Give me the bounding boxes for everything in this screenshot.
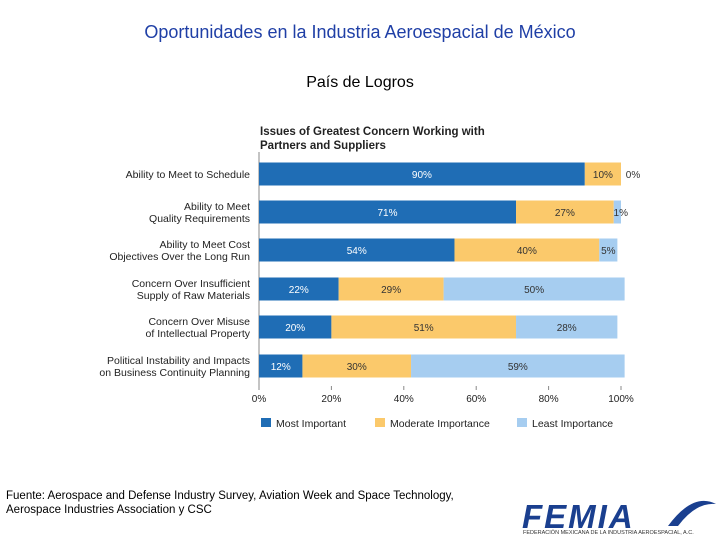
- page-title: Oportunidades en la Industria Aeroespaci…: [144, 22, 576, 42]
- category-label: Ability to Meet Cost: [160, 239, 251, 251]
- bar-segment: [454, 238, 600, 262]
- data-label: 10%: [593, 170, 613, 181]
- data-label: 27%: [555, 208, 575, 219]
- logo-swoosh-icon: [668, 500, 716, 526]
- data-label: 29%: [381, 285, 401, 296]
- chart-title-line: Issues of Greatest Concern Working with: [260, 126, 485, 138]
- category-label: Concern Over Insufficient: [132, 278, 250, 290]
- femia-logo-text: FEMIA: [522, 498, 635, 535]
- data-label: 71%: [378, 208, 398, 219]
- x-tick-label: 20%: [321, 394, 341, 405]
- legend-label: Most Important: [276, 418, 346, 430]
- x-tick-label: 100%: [608, 394, 634, 405]
- bar-segment: [259, 354, 303, 378]
- data-label: 1%: [614, 208, 629, 219]
- legend-swatch: [517, 418, 527, 427]
- x-tick-label: 80%: [539, 394, 559, 405]
- legend-swatch: [261, 418, 271, 427]
- source-line-1: Fuente: Aerospace and Defense Industry S…: [6, 490, 454, 502]
- data-label: 30%: [347, 362, 367, 373]
- category-label: Ability to Meet to Schedule: [126, 169, 250, 181]
- data-label: 0%: [626, 170, 641, 181]
- category-label: Ability to Meet: [184, 201, 250, 213]
- data-label: 59%: [508, 362, 528, 373]
- chart-title-line: Partners and Suppliers: [260, 140, 386, 152]
- bar-segment: [599, 238, 618, 262]
- category-label: Objectives Over the Long Run: [109, 251, 250, 263]
- bar-segment: [411, 354, 625, 378]
- category-label: Supply of Raw Materials: [137, 290, 250, 302]
- bar-segment: [443, 277, 625, 301]
- logo-caption: FEDERACIÓN MEXICANA DE LA INDUSTRIA AERO…: [523, 530, 694, 536]
- category-label: of Intellectual Property: [146, 328, 251, 340]
- data-label: 40%: [517, 246, 537, 257]
- page-subtitle: País de Logros: [306, 74, 414, 91]
- bar-segment: [584, 162, 621, 186]
- category-label: Political Instability and Impacts: [107, 355, 250, 367]
- bar-segment: [259, 162, 585, 186]
- x-tick-label: 60%: [466, 394, 486, 405]
- legend-swatch: [375, 418, 385, 427]
- bar-segment: [331, 315, 517, 339]
- data-label: 28%: [557, 323, 577, 334]
- bar-segment: [302, 354, 412, 378]
- data-label: 54%: [347, 246, 367, 257]
- data-label: 51%: [414, 323, 434, 334]
- bar-segment: [259, 315, 332, 339]
- bar-segment: [259, 200, 517, 224]
- bar-segment: [338, 277, 444, 301]
- x-tick-label: 40%: [394, 394, 414, 405]
- category-label: Concern Over Misuse: [148, 316, 250, 328]
- femia-logo: FEMIA: [522, 498, 716, 535]
- bar-segment: [516, 200, 614, 224]
- category-label: on Business Continuity Planning: [99, 367, 250, 379]
- bar-segment: [259, 238, 455, 262]
- data-label: 5%: [601, 246, 616, 257]
- data-label: 20%: [285, 323, 305, 334]
- bar-segment: [516, 315, 618, 339]
- category-label: Quality Requirements: [149, 213, 250, 225]
- data-label: 50%: [524, 285, 544, 296]
- legend-label: Least Importance: [532, 418, 613, 430]
- legend-label: Moderate Importance: [390, 418, 490, 430]
- bar-segment: [259, 277, 339, 301]
- data-label: 12%: [271, 362, 291, 373]
- source-line-2: Aerospace Industries Association y CSC: [6, 504, 212, 516]
- source-note: Fuente: Aerospace and Defense Industry S…: [6, 489, 454, 517]
- data-label: 22%: [289, 285, 309, 296]
- bar-segment: [613, 200, 621, 224]
- x-tick-label: 0%: [252, 394, 267, 405]
- data-label: 90%: [412, 170, 432, 181]
